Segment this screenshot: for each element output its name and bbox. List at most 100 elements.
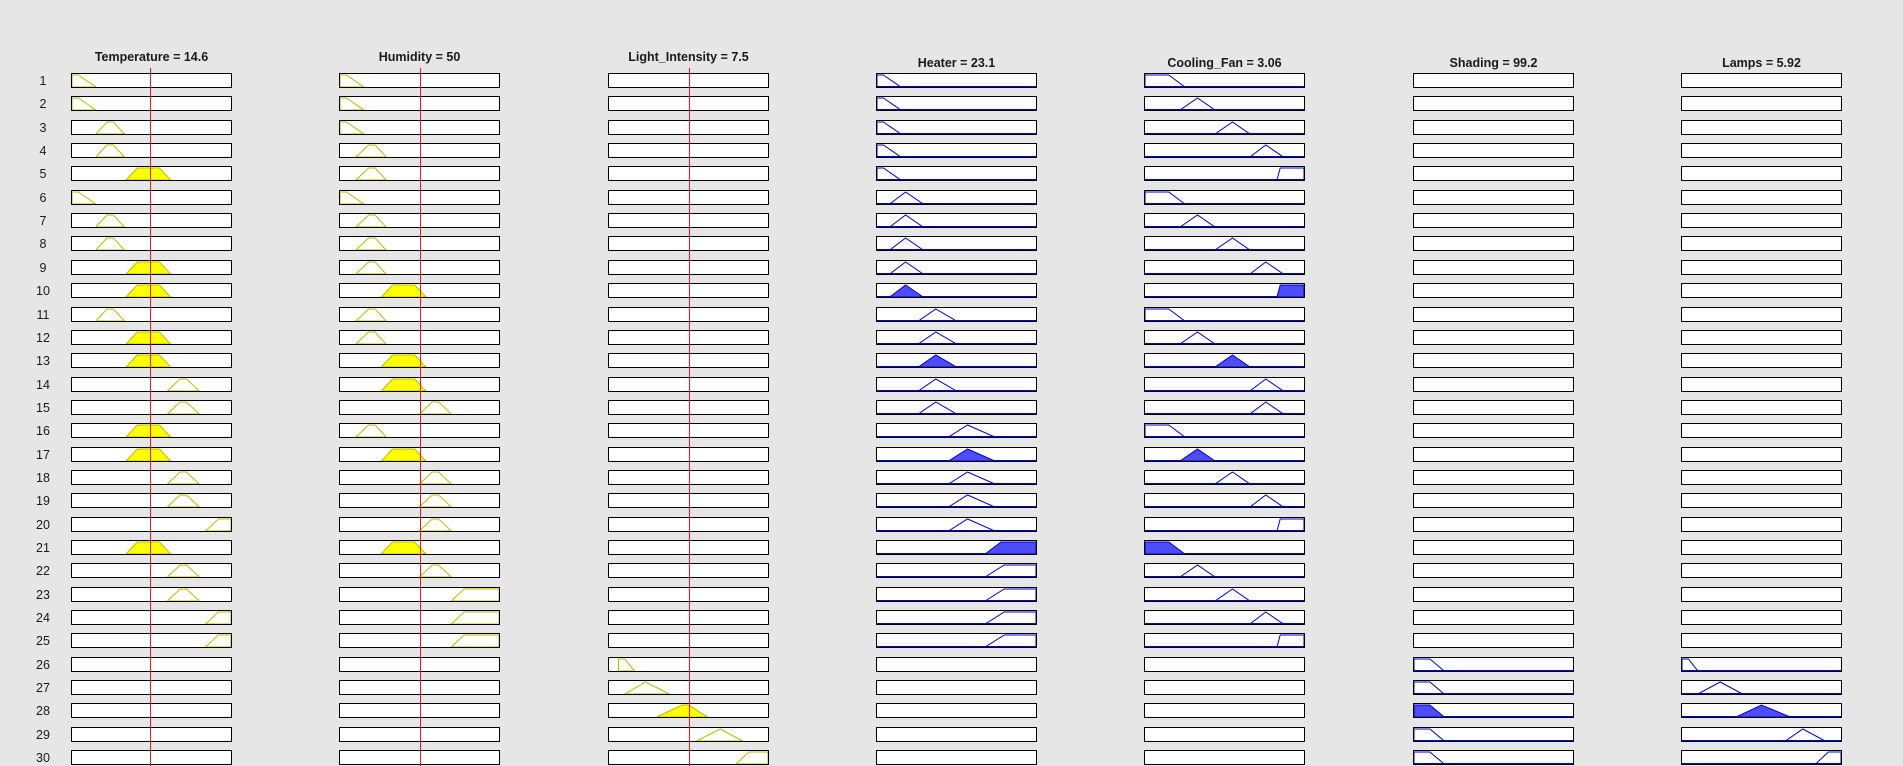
rule-14-humidity-plot[interactable] bbox=[339, 377, 500, 392]
rule-10-lamps-plot[interactable] bbox=[1681, 283, 1842, 298]
rule-3-lamps-plot[interactable] bbox=[1681, 120, 1842, 135]
rule-4-cooling-fan-plot[interactable] bbox=[1144, 143, 1305, 158]
rule-7-humidity-plot[interactable] bbox=[339, 213, 500, 228]
rule-14-cooling-fan-plot[interactable] bbox=[1144, 377, 1305, 392]
rule-21-shading-plot[interactable] bbox=[1413, 540, 1574, 555]
rule-20-shading-plot[interactable] bbox=[1413, 517, 1574, 532]
rule-11-lamps-plot[interactable] bbox=[1681, 307, 1842, 322]
rule-8-humidity-plot[interactable] bbox=[339, 236, 500, 251]
rule-9-heater-plot[interactable] bbox=[876, 260, 1037, 275]
rule-16-temperature-plot[interactable] bbox=[71, 423, 232, 438]
rule-7-lamps-plot[interactable] bbox=[1681, 213, 1842, 228]
rule-13-humidity-plot[interactable] bbox=[339, 353, 500, 368]
rule-8-lamps-plot[interactable] bbox=[1681, 236, 1842, 251]
rule-6-temperature-plot[interactable] bbox=[71, 190, 232, 205]
rule-21-lamps-plot[interactable] bbox=[1681, 540, 1842, 555]
rule-30-temperature-plot[interactable] bbox=[71, 750, 232, 765]
rule-16-heater-plot[interactable] bbox=[876, 423, 1037, 438]
rule-24-shading-plot[interactable] bbox=[1413, 610, 1574, 625]
rule-24-humidity-plot[interactable] bbox=[339, 610, 500, 625]
rule-14-heater-plot[interactable] bbox=[876, 377, 1037, 392]
rule-7-cooling-fan-plot[interactable] bbox=[1144, 213, 1305, 228]
rule-15-shading-plot[interactable] bbox=[1413, 400, 1574, 415]
rule-14-lamps-plot[interactable] bbox=[1681, 377, 1842, 392]
rule-1-shading-plot[interactable] bbox=[1413, 73, 1574, 88]
rule-6-heater-plot[interactable] bbox=[876, 190, 1037, 205]
rule-26-cooling-fan-plot[interactable] bbox=[1144, 657, 1305, 672]
rule-30-shading-plot[interactable] bbox=[1413, 750, 1574, 765]
rule-26-heater-plot[interactable] bbox=[876, 657, 1037, 672]
rule-2-lamps-plot[interactable] bbox=[1681, 96, 1842, 111]
rule-11-cooling-fan-plot[interactable] bbox=[1144, 307, 1305, 322]
rule-2-heater-plot[interactable] bbox=[876, 96, 1037, 111]
rule-4-heater-plot[interactable] bbox=[876, 143, 1037, 158]
rule-20-temperature-plot[interactable] bbox=[71, 517, 232, 532]
rule-29-lamps-plot[interactable] bbox=[1681, 727, 1842, 742]
rule-19-shading-plot[interactable] bbox=[1413, 493, 1574, 508]
rule-14-light-intensity-plot[interactable] bbox=[608, 377, 769, 392]
rule-3-temperature-plot[interactable] bbox=[71, 120, 232, 135]
rule-9-shading-plot[interactable] bbox=[1413, 260, 1574, 275]
rule-11-temperature-plot[interactable] bbox=[71, 307, 232, 322]
rule-1-humidity-plot[interactable] bbox=[339, 73, 500, 88]
rule-25-lamps-plot[interactable] bbox=[1681, 633, 1842, 648]
rule-13-heater-plot[interactable] bbox=[876, 353, 1037, 368]
rule-12-heater-plot[interactable] bbox=[876, 330, 1037, 345]
rule-22-lamps-plot[interactable] bbox=[1681, 563, 1842, 578]
rule-27-cooling-fan-plot[interactable] bbox=[1144, 680, 1305, 695]
rule-7-temperature-plot[interactable] bbox=[71, 213, 232, 228]
rule-28-cooling-fan-plot[interactable] bbox=[1144, 703, 1305, 718]
rule-18-humidity-plot[interactable] bbox=[339, 470, 500, 485]
rule-5-light-intensity-plot[interactable] bbox=[608, 166, 769, 181]
rule-16-lamps-plot[interactable] bbox=[1681, 423, 1842, 438]
rule-9-cooling-fan-plot[interactable] bbox=[1144, 260, 1305, 275]
rule-30-lamps-plot[interactable] bbox=[1681, 750, 1842, 765]
rule-19-light-intensity-plot[interactable] bbox=[608, 493, 769, 508]
rule-18-shading-plot[interactable] bbox=[1413, 470, 1574, 485]
rule-8-light-intensity-plot[interactable] bbox=[608, 236, 769, 251]
rule-4-shading-plot[interactable] bbox=[1413, 143, 1574, 158]
rule-30-humidity-plot[interactable] bbox=[339, 750, 500, 765]
rule-13-cooling-fan-plot[interactable] bbox=[1144, 353, 1305, 368]
rule-23-cooling-fan-plot[interactable] bbox=[1144, 587, 1305, 602]
rule-24-light-intensity-plot[interactable] bbox=[608, 610, 769, 625]
rule-17-lamps-plot[interactable] bbox=[1681, 447, 1842, 462]
rule-3-shading-plot[interactable] bbox=[1413, 120, 1574, 135]
rule-11-heater-plot[interactable] bbox=[876, 307, 1037, 322]
rule-26-humidity-plot[interactable] bbox=[339, 657, 500, 672]
rule-28-humidity-plot[interactable] bbox=[339, 703, 500, 718]
rule-16-humidity-plot[interactable] bbox=[339, 423, 500, 438]
rule-6-cooling-fan-plot[interactable] bbox=[1144, 190, 1305, 205]
rule-4-temperature-plot[interactable] bbox=[71, 143, 232, 158]
rule-3-cooling-fan-plot[interactable] bbox=[1144, 120, 1305, 135]
rule-7-light-intensity-plot[interactable] bbox=[608, 213, 769, 228]
rule-13-shading-plot[interactable] bbox=[1413, 353, 1574, 368]
rule-6-shading-plot[interactable] bbox=[1413, 190, 1574, 205]
rule-5-shading-plot[interactable] bbox=[1413, 166, 1574, 181]
rule-24-temperature-plot[interactable] bbox=[71, 610, 232, 625]
rule-16-light-intensity-plot[interactable] bbox=[608, 423, 769, 438]
rule-21-temperature-plot[interactable] bbox=[71, 540, 232, 555]
rule-30-heater-plot[interactable] bbox=[876, 750, 1037, 765]
temperature-input-line[interactable] bbox=[150, 68, 151, 766]
rule-22-temperature-plot[interactable] bbox=[71, 563, 232, 578]
rule-6-light-intensity-plot[interactable] bbox=[608, 190, 769, 205]
rule-14-shading-plot[interactable] bbox=[1413, 377, 1574, 392]
rule-9-temperature-plot[interactable] bbox=[71, 260, 232, 275]
rule-18-heater-plot[interactable] bbox=[876, 470, 1037, 485]
rule-25-temperature-plot[interactable] bbox=[71, 633, 232, 648]
rule-10-humidity-plot[interactable] bbox=[339, 283, 500, 298]
rule-25-heater-plot[interactable] bbox=[876, 633, 1037, 648]
rule-25-shading-plot[interactable] bbox=[1413, 633, 1574, 648]
rule-20-lamps-plot[interactable] bbox=[1681, 517, 1842, 532]
light-intensity-input-line[interactable] bbox=[689, 68, 690, 766]
rule-4-light-intensity-plot[interactable] bbox=[608, 143, 769, 158]
rule-12-light-intensity-plot[interactable] bbox=[608, 330, 769, 345]
rule-20-heater-plot[interactable] bbox=[876, 517, 1037, 532]
rule-17-cooling-fan-plot[interactable] bbox=[1144, 447, 1305, 462]
rule-18-temperature-plot[interactable] bbox=[71, 470, 232, 485]
rule-8-cooling-fan-plot[interactable] bbox=[1144, 236, 1305, 251]
rule-9-humidity-plot[interactable] bbox=[339, 260, 500, 275]
rule-25-humidity-plot[interactable] bbox=[339, 633, 500, 648]
rule-2-light-intensity-plot[interactable] bbox=[608, 96, 769, 111]
